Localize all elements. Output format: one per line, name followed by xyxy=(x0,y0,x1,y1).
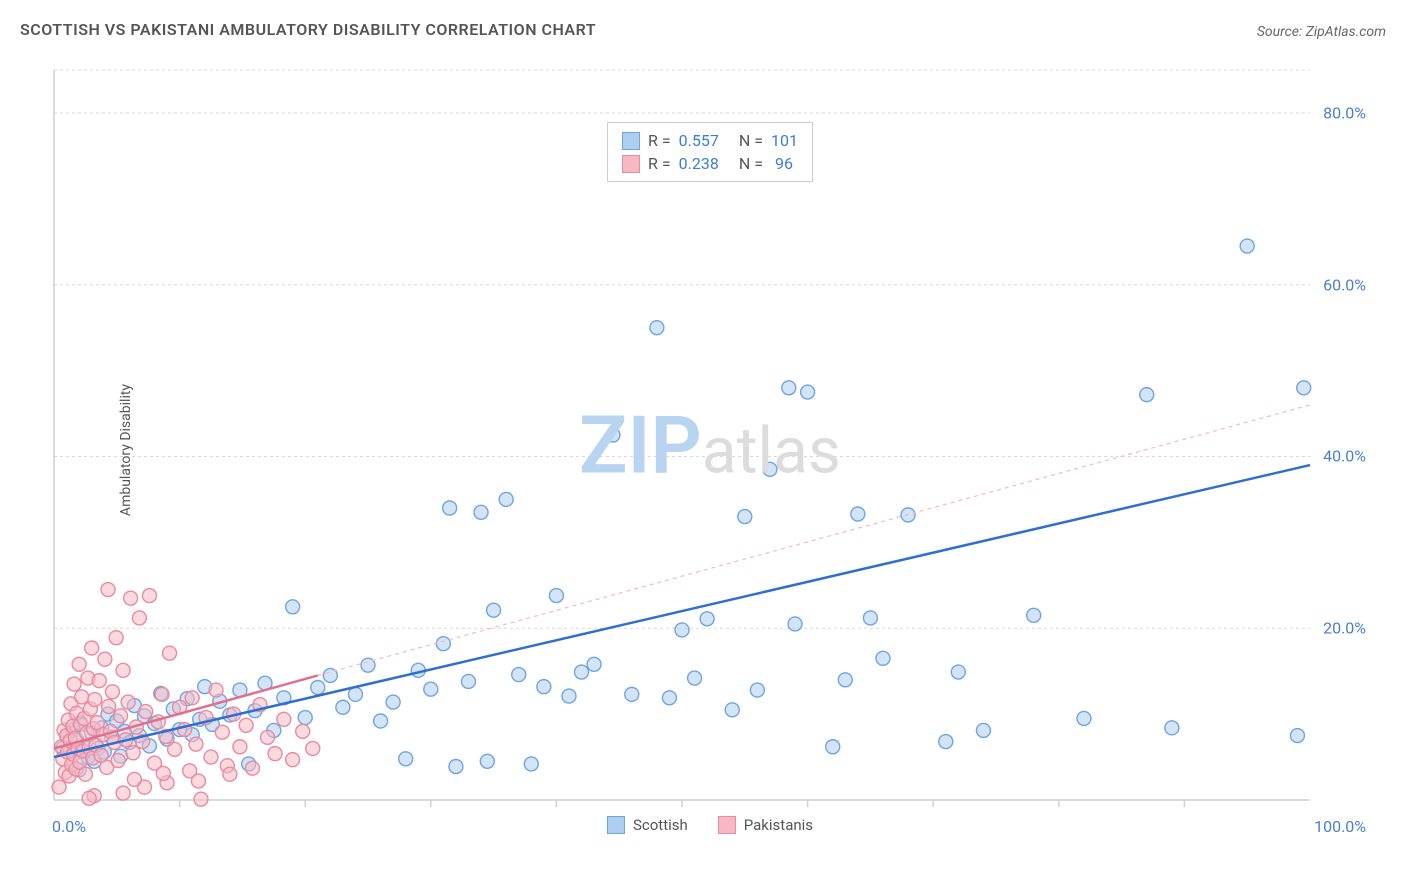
x-tick-100: 100.0% xyxy=(1314,817,1366,836)
legend-swatch-pakistanis xyxy=(718,816,736,834)
legend-item-scottish: Scottish xyxy=(607,816,688,834)
y-axis-label: Ambulatory Disability xyxy=(118,384,134,516)
chart-title: SCOTTISH VS PAKISTANI AMBULATORY DISABIL… xyxy=(20,20,596,39)
r-value-pakistanis: 0.238 xyxy=(679,154,719,173)
correlation-legend: R = 0.557 N = 101 R = 0.238 N = 96 xyxy=(607,122,813,182)
x-tick-0: 0.0% xyxy=(52,817,86,836)
n-value-scottish: 101 xyxy=(771,131,798,150)
corr-row-scottish: R = 0.557 N = 101 xyxy=(622,129,798,152)
y-tick-label: 80.0% xyxy=(1323,103,1366,122)
series-legend: Scottish Pakistanis xyxy=(607,816,813,834)
legend-swatch-scottish xyxy=(607,816,625,834)
r-label: R = xyxy=(648,131,671,150)
y-tick-label: 20.0% xyxy=(1323,619,1366,638)
swatch-pakistanis xyxy=(622,155,640,173)
legend-label-pakistanis: Pakistanis xyxy=(744,816,813,834)
r-label: R = xyxy=(648,154,671,173)
n-label: N = xyxy=(739,131,763,150)
scatter-plot: Ambulatory Disability ZIPatlas R = 0.557… xyxy=(50,60,1370,840)
y-tick-label: 40.0% xyxy=(1323,447,1366,466)
n-value-pakistanis: 96 xyxy=(775,154,793,173)
legend-label-scottish: Scottish xyxy=(633,816,688,834)
source-label: Source: ZipAtlas.com xyxy=(1257,24,1386,40)
r-value-scottish: 0.557 xyxy=(679,131,719,150)
corr-row-pakistanis: R = 0.238 N = 96 xyxy=(622,152,798,175)
legend-item-pakistanis: Pakistanis xyxy=(718,816,813,834)
swatch-scottish xyxy=(622,132,640,150)
y-tick-label: 60.0% xyxy=(1323,275,1366,294)
n-label: N = xyxy=(739,154,763,173)
